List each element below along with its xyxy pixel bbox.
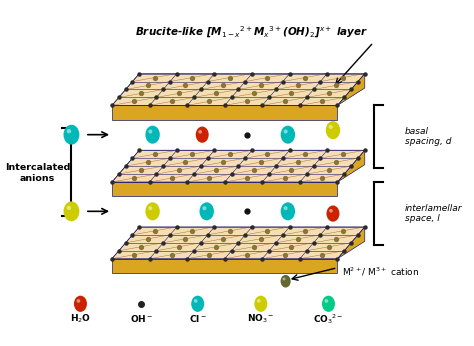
Ellipse shape bbox=[64, 125, 79, 145]
Ellipse shape bbox=[281, 202, 295, 220]
Ellipse shape bbox=[67, 129, 71, 134]
Polygon shape bbox=[112, 74, 365, 106]
Polygon shape bbox=[112, 259, 337, 273]
Polygon shape bbox=[112, 150, 365, 182]
Ellipse shape bbox=[67, 206, 71, 210]
Polygon shape bbox=[337, 74, 365, 106]
Polygon shape bbox=[337, 227, 365, 259]
Ellipse shape bbox=[194, 299, 198, 303]
Text: Brucite-like [M$_{1-x}$$^{2+}$M$_x$$^{3+}$(OH)$_2$]$^{x+}$ layer: Brucite-like [M$_{1-x}$$^{2+}$M$_x$$^{3+… bbox=[135, 24, 368, 39]
Ellipse shape bbox=[198, 130, 202, 134]
Ellipse shape bbox=[148, 206, 152, 210]
Ellipse shape bbox=[200, 202, 214, 220]
Text: Cl$^-$: Cl$^-$ bbox=[189, 313, 207, 324]
Polygon shape bbox=[337, 150, 365, 182]
Text: NO$_3$$^-$: NO$_3$$^-$ bbox=[247, 312, 274, 325]
Ellipse shape bbox=[283, 129, 288, 134]
Ellipse shape bbox=[327, 206, 339, 222]
Ellipse shape bbox=[148, 129, 152, 134]
Ellipse shape bbox=[329, 209, 333, 212]
Text: OH$^-$: OH$^-$ bbox=[130, 313, 153, 324]
Ellipse shape bbox=[328, 125, 333, 129]
Ellipse shape bbox=[281, 126, 295, 144]
Ellipse shape bbox=[191, 295, 204, 312]
Polygon shape bbox=[112, 182, 337, 197]
Text: interlamellar
space, l: interlamellar space, l bbox=[405, 204, 463, 223]
Ellipse shape bbox=[322, 295, 335, 312]
Ellipse shape bbox=[77, 299, 80, 303]
Ellipse shape bbox=[283, 206, 288, 210]
Ellipse shape bbox=[74, 295, 87, 312]
Ellipse shape bbox=[326, 121, 340, 139]
Ellipse shape bbox=[64, 201, 79, 221]
Ellipse shape bbox=[281, 275, 291, 288]
Ellipse shape bbox=[146, 202, 160, 220]
Text: M$^{2+}$/ M$^{3+}$ cation: M$^{2+}$/ M$^{3+}$ cation bbox=[342, 266, 419, 279]
Ellipse shape bbox=[283, 277, 285, 281]
Text: H$_2$O: H$_2$O bbox=[70, 312, 91, 325]
Text: basal
spacing, d: basal spacing, d bbox=[405, 127, 452, 146]
Polygon shape bbox=[112, 227, 365, 259]
Ellipse shape bbox=[196, 127, 209, 143]
Ellipse shape bbox=[255, 295, 267, 312]
Ellipse shape bbox=[257, 299, 261, 303]
Text: CO$_3$$^{2-}$: CO$_3$$^{2-}$ bbox=[313, 312, 344, 326]
Text: Intercalated
anions: Intercalated anions bbox=[5, 163, 70, 183]
Ellipse shape bbox=[202, 206, 207, 210]
Ellipse shape bbox=[325, 299, 328, 303]
Ellipse shape bbox=[146, 126, 160, 144]
Polygon shape bbox=[112, 106, 337, 120]
